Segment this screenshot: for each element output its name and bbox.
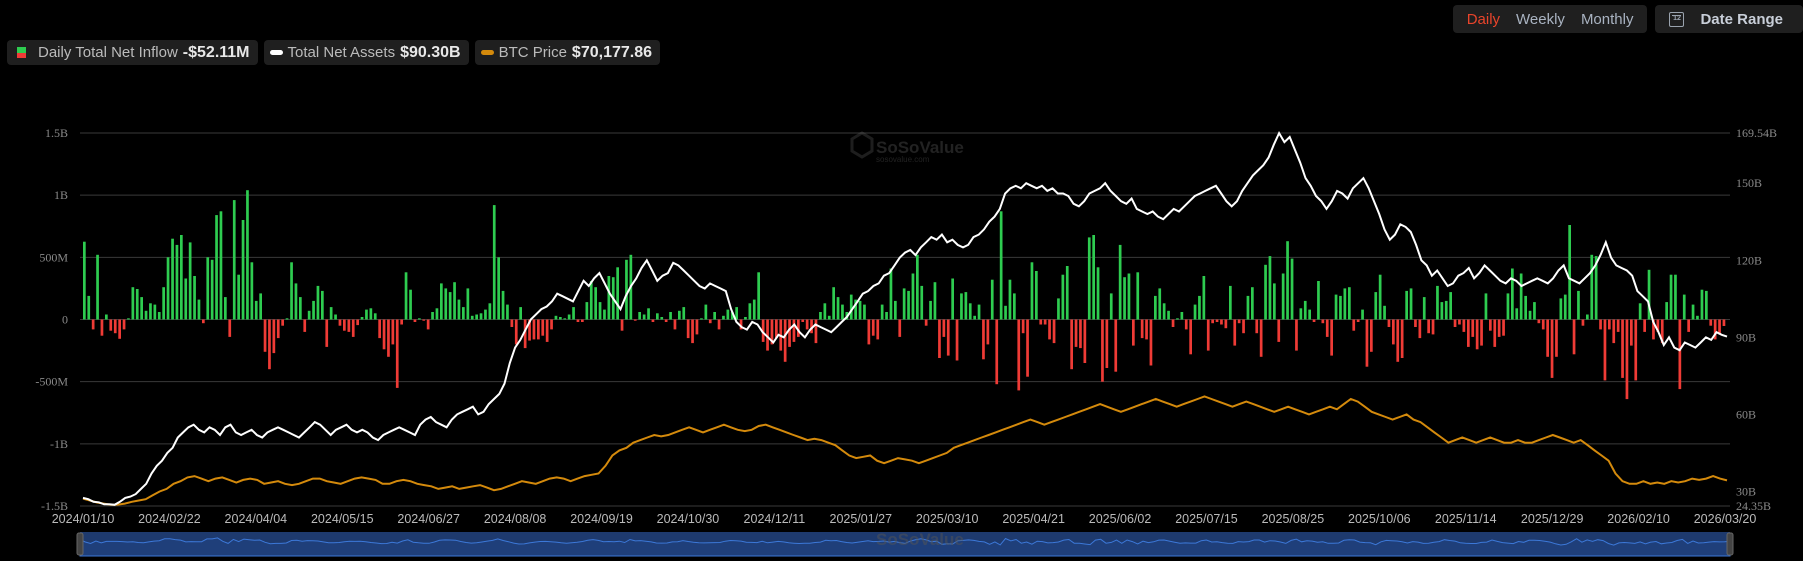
total-net-assets-line	[82, 130, 1728, 506]
x-axis-tick: 2025/07/15	[1175, 512, 1238, 526]
right-axis-tick: 120B	[1736, 253, 1762, 267]
inflow-swatch-icon	[17, 47, 26, 58]
date-range-label: Date Range	[1700, 10, 1783, 28]
x-axis-tick: 2024/10/30	[657, 512, 720, 526]
x-axis-tick: 2024/09/19	[570, 512, 633, 526]
x-axis-tick: 2025/06/02	[1089, 512, 1152, 526]
watermark-url: sosovalue.com	[876, 155, 930, 164]
watermark-brand: SoSoValue	[876, 138, 964, 157]
period-daily-button[interactable]: Daily	[1466, 10, 1501, 28]
left-axis-tick: -500M	[35, 375, 68, 389]
x-axis-tick: 2025/04/21	[1002, 512, 1065, 526]
btc-price-line	[82, 395, 1728, 506]
x-axis-tick: 2024/02/22	[138, 512, 201, 526]
left-axis: 1.5B 1B 500M 0 -500M -1B -1.5B	[35, 126, 68, 513]
x-axis-tick: 2024/05/15	[311, 512, 374, 526]
assets-swatch-icon	[269, 50, 283, 55]
calendar-icon: 12	[1669, 11, 1685, 27]
legend-item-assets[interactable]: Total Net Assets $90.30B	[263, 40, 469, 65]
legend-inflow-label: Daily Total Net Inflow	[38, 44, 178, 61]
x-axis-tick: 2025/10/06	[1348, 512, 1411, 526]
x-axis-tick: 2024/01/10	[52, 512, 115, 526]
x-axis-tick: 2026/02/10	[1607, 512, 1670, 526]
btc-swatch-icon	[480, 50, 494, 55]
right-axis-tick: 60B	[1736, 407, 1756, 421]
left-axis-tick: 0	[62, 313, 68, 327]
x-axis-tick: 2025/11/14	[1435, 512, 1497, 526]
legend-btc-value: $70,177.86	[571, 43, 652, 61]
period-selector: Daily Weekly Monthly	[1452, 5, 1648, 33]
legend-inflow-value: -$52.11M	[182, 43, 250, 61]
x-axis-tick: 2026/03/20	[1694, 512, 1757, 526]
navigator-left-handle[interactable]	[76, 532, 84, 556]
legend-item-btc[interactable]: BTC Price $70,177.86	[474, 40, 660, 65]
x-axis-tick: 2024/04/04	[225, 512, 288, 526]
x-axis-tick: 2024/08/08	[484, 512, 547, 526]
x-axis-tick: 2025/12/29	[1521, 512, 1584, 526]
period-weekly-button[interactable]: Weekly	[1516, 10, 1565, 28]
x-axis-tick: 2024/12/11	[744, 512, 806, 526]
right-axis-tick: 169.54B	[1736, 126, 1777, 140]
date-range-button[interactable]: 12 Date Range	[1655, 5, 1803, 33]
chart-legend: Daily Total Net Inflow -$52.11M Total Ne…	[7, 40, 660, 65]
legend-assets-value: $90.30B	[400, 43, 461, 61]
navigator-series	[79, 537, 1731, 557]
x-axis-tick: 2025/03/10	[916, 512, 979, 526]
right-axis-tick: 90B	[1736, 330, 1756, 344]
left-axis-tick: 500M	[39, 250, 68, 264]
left-axis-tick: -1.5B	[41, 499, 68, 513]
inflow-bars	[83, 190, 1726, 400]
right-axis-tick: 150B	[1736, 176, 1762, 190]
x-axis-tick: 2025/08/25	[1262, 512, 1325, 526]
watermark-logo: SoSoValue sosovalue.com	[850, 131, 964, 164]
right-axis-tick: 30B	[1736, 484, 1756, 498]
legend-item-inflow[interactable]: Daily Total Net Inflow -$52.11M	[7, 40, 258, 65]
left-axis-tick: -1B	[50, 437, 68, 451]
navigator-right-handle[interactable]	[1726, 532, 1734, 556]
range-navigator[interactable]: SoSoValue	[76, 530, 1734, 557]
x-axis-tick: 2024/06/27	[397, 512, 460, 526]
x-axis: 2024/01/10 2024/02/22 2024/04/04 2024/05/15…	[52, 512, 1757, 526]
legend-assets-label: Total Net Assets	[287, 44, 396, 61]
left-axis-tick: 1.5B	[45, 126, 68, 140]
left-axis-tick: 1B	[54, 188, 68, 202]
chart-controls: Daily Weekly Monthly 12 Date Range	[1452, 5, 1803, 33]
period-monthly-button[interactable]: Monthly	[1580, 10, 1634, 28]
navigator-watermark: SoSoValue	[876, 530, 964, 549]
legend-btc-label: BTC Price	[498, 44, 567, 61]
right-axis-tick: 24.35B	[1736, 499, 1771, 513]
x-axis-tick: 2025/01/27	[830, 512, 893, 526]
